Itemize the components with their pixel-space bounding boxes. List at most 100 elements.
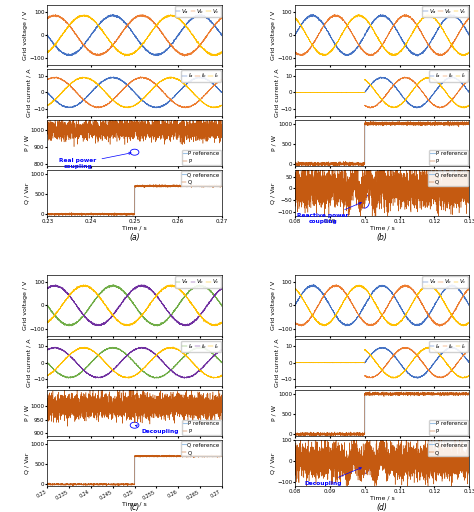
Q reference <box>292 458 298 464</box>
Line: $V_c$: $V_c$ <box>295 285 469 326</box>
Q <box>209 452 215 458</box>
P reference <box>119 403 125 409</box>
$V_b$ <box>45 286 50 292</box>
P reference <box>461 391 467 397</box>
P <box>214 121 219 127</box>
Q <box>128 211 133 218</box>
Q reference <box>214 183 219 189</box>
Q <box>365 454 371 460</box>
$V_c$ <box>419 16 424 23</box>
Line: $V_b$: $V_b$ <box>295 285 469 326</box>
Line: Q: Q <box>47 455 222 486</box>
P reference <box>419 391 424 397</box>
$I_b$ <box>118 359 124 365</box>
$I_a$ <box>119 77 125 83</box>
Q <box>116 483 122 489</box>
Legend: P reference, P: P reference, P <box>182 150 220 165</box>
$V_a$ <box>214 295 219 302</box>
$V_b$ <box>53 11 58 17</box>
$V_a$ <box>214 26 219 32</box>
$V_c$ <box>375 305 381 311</box>
Line: $I_a$: $I_a$ <box>365 347 469 378</box>
$V_a$ <box>453 284 458 290</box>
$I_c$ <box>374 359 379 365</box>
P reference <box>219 127 225 133</box>
$I_a$ <box>198 344 204 350</box>
$I_b$ <box>374 373 379 379</box>
$I_b$ <box>466 347 472 353</box>
Line: P: P <box>295 121 469 166</box>
$V_c$ <box>365 20 371 26</box>
$V_a$ <box>292 32 298 38</box>
$I_b$ <box>118 89 124 95</box>
$V_b$ <box>205 302 210 308</box>
P <box>466 391 472 397</box>
P <box>452 120 458 126</box>
$I_b$ <box>45 347 50 353</box>
$I_b$ <box>214 350 219 356</box>
Q <box>292 185 298 191</box>
Q <box>171 183 177 189</box>
$I_a$ <box>410 373 415 379</box>
Q reference <box>375 458 381 464</box>
Q <box>466 174 472 180</box>
Q <box>461 193 467 199</box>
Q <box>45 210 50 217</box>
Legend: $V_a$, $V_b$, $V_c$: $V_a$, $V_b$, $V_c$ <box>422 276 468 288</box>
$I_c$ <box>362 77 367 83</box>
Y-axis label: Grid current / A: Grid current / A <box>274 68 279 117</box>
P reference <box>45 127 50 133</box>
Q <box>119 212 125 218</box>
$I_a$ <box>450 344 456 350</box>
P <box>119 402 125 409</box>
P reference <box>367 120 373 126</box>
P reference <box>45 403 50 409</box>
Line: P: P <box>295 391 469 436</box>
Q reference <box>219 183 225 189</box>
$V_b$ <box>119 300 125 306</box>
$V_b$ <box>118 31 124 37</box>
$V_b$ <box>401 11 407 17</box>
$V_c$ <box>219 319 225 325</box>
$V_b$ <box>461 21 467 27</box>
$V_b$ <box>466 15 472 21</box>
$I_b$ <box>466 77 472 83</box>
$V_c$ <box>460 53 466 59</box>
$I_a$ <box>214 84 219 90</box>
$V_b$ <box>219 14 225 20</box>
$I_b$ <box>370 375 375 381</box>
P <box>119 127 125 133</box>
Q <box>419 183 425 189</box>
Legend: $I_a$, $I_b$, $I_c$: $I_a$, $I_b$, $I_c$ <box>181 71 220 81</box>
$I_a$ <box>370 79 375 86</box>
$V_a$ <box>365 27 371 33</box>
P reference <box>205 127 210 133</box>
$I_a$ <box>410 103 415 109</box>
$I_b$ <box>370 374 375 380</box>
$V_c$ <box>292 286 298 292</box>
$V_c$ <box>45 49 50 55</box>
$V_c$ <box>82 282 88 288</box>
$I_a$ <box>214 355 219 361</box>
$V_c$ <box>453 316 458 323</box>
Line: $V_c$: $V_c$ <box>295 14 469 56</box>
Q <box>205 454 210 460</box>
Q reference <box>461 185 467 191</box>
$V_b$ <box>182 323 188 329</box>
$V_a$ <box>119 16 125 23</box>
Legend: $V_a$, $V_b$, $V_c$: $V_a$, $V_b$, $V_c$ <box>174 6 220 17</box>
P reference <box>292 161 298 167</box>
P reference <box>466 391 472 397</box>
Line: P reference: P reference <box>295 123 469 164</box>
$I_a$ <box>450 75 456 81</box>
$I_b$ <box>365 104 370 110</box>
Q reference <box>128 211 133 217</box>
P <box>466 120 472 126</box>
P <box>118 130 124 136</box>
Q <box>372 217 378 223</box>
$I_a$ <box>197 74 202 80</box>
Q <box>128 482 133 488</box>
Line: $V_a$: $V_a$ <box>47 14 222 56</box>
$V_a$ <box>219 32 225 38</box>
P reference <box>461 120 467 126</box>
